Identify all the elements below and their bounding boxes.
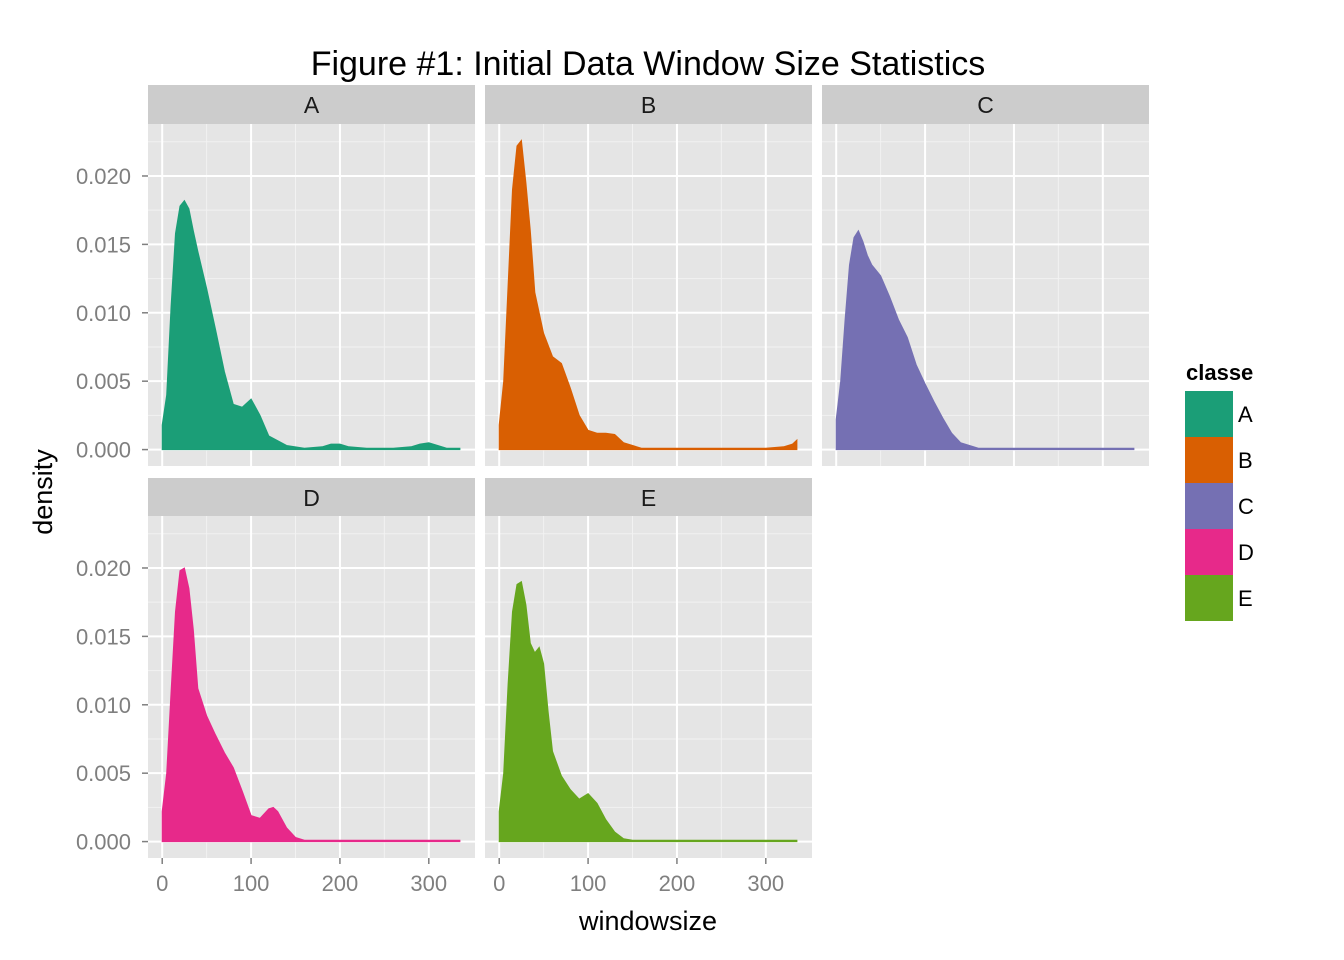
facet-panel-b: B xyxy=(485,85,812,466)
y-tick-label: 0.005 xyxy=(76,369,131,394)
y-tick-label: 0.020 xyxy=(76,164,131,189)
y-tick-label: 0.000 xyxy=(76,830,131,855)
y-axis-title: density xyxy=(28,449,58,535)
facet-strip-label-b: B xyxy=(641,92,656,118)
legend-label-d: D xyxy=(1238,540,1254,565)
facet-strip-label-c: C xyxy=(977,92,994,118)
facet-panel-c: C xyxy=(822,85,1149,466)
legend-swatch-e xyxy=(1185,575,1233,621)
facet-strip-c xyxy=(822,85,1149,124)
legend-label-c: C xyxy=(1238,494,1254,519)
x-axis-title: windowsize xyxy=(578,906,717,936)
legend-swatch-b xyxy=(1185,437,1233,483)
facet-panels: A 0.000 0.005 0.010 0.015 0.020 B C D 0.000 0.005 0… xyxy=(76,85,1149,896)
x-tick-label: 200 xyxy=(322,871,359,896)
legend-title: classe xyxy=(1186,360,1253,385)
density-area-d xyxy=(161,567,461,843)
y-tick-label: 0.005 xyxy=(76,761,131,786)
y-tick-label: 0.010 xyxy=(76,301,131,326)
y-tick-label: 0.015 xyxy=(76,232,131,257)
x-tick-label: 300 xyxy=(410,871,447,896)
legend-swatch-d xyxy=(1185,529,1233,575)
density-area-c xyxy=(835,229,1135,451)
y-tick-label: 0.000 xyxy=(76,438,131,463)
x-tick-label: 200 xyxy=(659,871,696,896)
legend-label-b: B xyxy=(1238,448,1253,473)
density-area-e xyxy=(498,580,798,843)
chart-title: Figure #1: Initial Data Window Size Stat… xyxy=(311,45,986,83)
legend-label-e: E xyxy=(1238,586,1253,611)
x-tick-label: 0 xyxy=(493,871,505,896)
facet-panel-d: D 0.000 0.005 0.010 0.015 0.020 0 100 200 300 xyxy=(76,478,475,896)
y-tick-label: 0.010 xyxy=(76,693,131,718)
facet-strip-a xyxy=(148,85,475,124)
density-area-a xyxy=(161,199,461,451)
facet-strip-e xyxy=(485,478,812,516)
legend-label-a: A xyxy=(1238,402,1253,427)
facet-strip-label-a: A xyxy=(304,92,320,118)
density-area-b xyxy=(498,139,798,451)
facet-strip-label-e: E xyxy=(641,485,656,511)
y-tick-label: 0.015 xyxy=(76,624,131,649)
x-tick-label: 0 xyxy=(156,871,168,896)
legend-swatch-a xyxy=(1185,391,1233,437)
facet-strip-label-d: D xyxy=(303,485,320,511)
facet-strip-d xyxy=(148,478,475,516)
x-tick-label: 100 xyxy=(570,871,607,896)
legend-swatch-c xyxy=(1185,483,1233,529)
facet-panel-a: A 0.000 0.005 0.010 0.015 0.020 xyxy=(76,85,475,466)
x-tick-label: 300 xyxy=(747,871,784,896)
x-tick-label: 100 xyxy=(233,871,270,896)
y-tick-label: 0.020 xyxy=(76,556,131,581)
facet-strip-b xyxy=(485,85,812,124)
facet-panel-e: E 0 100 200 300 xyxy=(485,478,812,896)
